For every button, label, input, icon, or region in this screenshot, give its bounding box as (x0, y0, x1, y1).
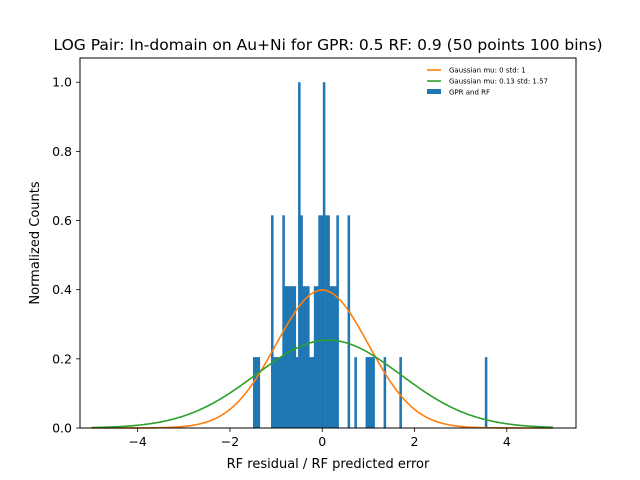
histogram-bar-27 (325, 215, 328, 428)
histogram-bar-37 (370, 357, 373, 428)
y-tick-label: 0.8 (52, 144, 72, 159)
histogram-bars (253, 82, 488, 429)
histogram-bar-15 (298, 82, 301, 429)
histogram-bar-8 (282, 215, 285, 428)
histogram-bar-24 (318, 215, 321, 428)
histogram-bar-28 (327, 215, 330, 428)
y-tick-label: 1.0 (52, 75, 72, 90)
gaussian-curves (91, 289, 553, 429)
histogram-bar-6 (277, 357, 281, 428)
histogram-bar-10 (286, 286, 290, 428)
y-axis-ticks: 0.0 0.2 0.4 0.6 0.8 1.0 (52, 75, 80, 436)
legend: Gaussian mu: 0 std: 1 Gaussian mu: 0.13 s… (427, 67, 548, 97)
histogram-bar-26 (322, 82, 326, 429)
histogram-bar-38 (372, 357, 375, 428)
histogram-bar-31 (334, 286, 337, 428)
x-tick-label: 4 (503, 434, 511, 449)
histogram-bar-36 (367, 357, 371, 428)
gaussian-curve-0 (91, 289, 553, 429)
legend-label: Gaussian mu: 0.13 std: 1.57 (449, 78, 548, 86)
histogram-bar-1 (255, 357, 258, 428)
y-tick-label: 0.2 (52, 351, 72, 366)
histogram-bar-29 (329, 286, 333, 428)
x-tick-label: −2 (221, 434, 239, 449)
histogram-bar-23 (316, 286, 319, 428)
histogram-bar-33 (347, 215, 351, 428)
histogram-bar-19 (307, 286, 310, 428)
y-axis-label: Normalized Counts (28, 181, 43, 304)
y-tick-label: 0.0 (52, 421, 72, 436)
histogram-bar-14 (295, 357, 299, 428)
histogram-bar-35 (365, 357, 369, 428)
histogram-bar-34 (354, 357, 357, 428)
histogram-bar-16 (300, 215, 303, 428)
plot-frame (79, 57, 577, 429)
x-axis-label: RF residual / RF predicted error (227, 457, 430, 472)
histogram-bar-3 (271, 215, 274, 428)
histogram-bar-40 (399, 357, 402, 428)
histogram-bar-20 (309, 357, 312, 428)
histogram-bar-12 (291, 286, 294, 428)
histogram-bar-7 (280, 357, 283, 428)
histogram-bar-21 (311, 357, 315, 428)
legend-label: GPR and RF (449, 89, 490, 97)
histogram-bar-39 (383, 357, 387, 428)
x-axis-ticks: −4 −2 0 2 4 (128, 428, 511, 449)
y-tick-label: 0.6 (52, 213, 72, 228)
histogram-bar-13 (293, 286, 297, 428)
y-tick-label: 0.4 (52, 282, 72, 297)
histogram-bar-41 (484, 357, 488, 428)
histogram-bar-0 (253, 357, 256, 428)
histogram-bar-5 (275, 357, 279, 428)
histogram-bar-32 (336, 215, 339, 428)
x-tick-label: −4 (128, 434, 146, 449)
histogram-bar-11 (289, 286, 292, 428)
histogram-bar-22 (313, 286, 317, 428)
histogram-bar-4 (273, 357, 276, 428)
histogram-bar-18 (304, 286, 308, 428)
legend-swatch-patch (427, 89, 441, 94)
histogram-bar-9 (284, 286, 288, 428)
x-tick-label: 2 (411, 434, 419, 449)
chart-title: LOG Pair: In-domain on Au+Ni for GPR: 0.… (53, 36, 602, 54)
histogram-bar-30 (331, 286, 335, 428)
legend-label: Gaussian mu: 0 std: 1 (449, 67, 526, 75)
gaussian-curve-1 (91, 339, 553, 429)
x-tick-label: 0 (318, 434, 326, 449)
histogram-bar-2 (257, 357, 261, 428)
histogram-bar-25 (320, 215, 324, 428)
histogram-bar-17 (302, 286, 306, 428)
